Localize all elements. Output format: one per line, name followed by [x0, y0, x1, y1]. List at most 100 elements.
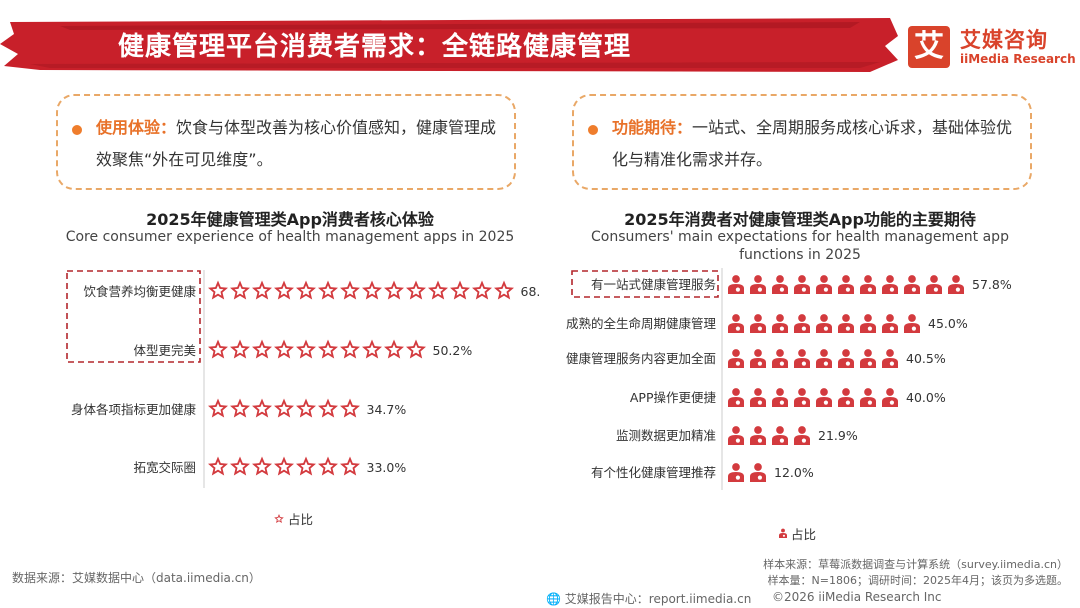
star-icon [340, 339, 360, 359]
star-icon [362, 280, 382, 300]
person-icon [816, 275, 832, 294]
person-icon [816, 314, 832, 333]
star-icon [274, 456, 294, 476]
star-icon [494, 280, 514, 300]
person-icon [728, 426, 744, 445]
person-icon [838, 314, 854, 333]
bar [728, 463, 766, 482]
person-icon [779, 528, 787, 538]
data-label: 68.9% [521, 284, 541, 299]
person-icon [794, 314, 810, 333]
data-label: 50.2% [433, 343, 473, 358]
callout-usage-experience: 使用体验：饮食与体型改善为核心价值感知，健康管理成效聚焦“外在可见维度”。 [56, 94, 516, 190]
brand-logo: 艾 艾媒咨询 iiMedia Research [908, 22, 1076, 72]
person-icon [838, 388, 854, 407]
logo-name-cn: 艾媒咨询 [960, 28, 1048, 52]
bar [208, 280, 514, 300]
star-icon [230, 398, 250, 418]
person-icon [816, 388, 832, 407]
category-label: 有一站式健康管理服务 [591, 277, 716, 292]
bar [728, 426, 810, 445]
person-icon [794, 275, 810, 294]
legend: 占比 [274, 512, 313, 527]
category-label: 健康管理服务内容更加全面 [566, 351, 716, 366]
callout-text: 功能期待：一站式、全周期服务成核心诉求，基础体验优化与精准化需求并存。 [612, 112, 1014, 176]
star-icon [296, 280, 316, 300]
person-icon [772, 275, 788, 294]
category-label: 监测数据更加精准 [616, 428, 716, 443]
highlight-box [571, 270, 719, 298]
star-icon [340, 280, 360, 300]
category-label: 成熟的全生命周期健康管理 [566, 316, 717, 331]
star-icon [318, 280, 338, 300]
star-icon [318, 339, 338, 359]
person-icon [948, 275, 964, 294]
bar [728, 314, 920, 333]
chart-left-title: 2025年健康管理类App消费者核心体验 [146, 210, 434, 229]
star-icon [384, 280, 404, 300]
person-icon [860, 314, 876, 333]
person-icon [882, 349, 898, 368]
person-icon [860, 349, 876, 368]
legend-label: 占比 [288, 512, 313, 527]
person-icon [728, 463, 744, 482]
person-icon [882, 388, 898, 407]
star-icon [472, 280, 492, 300]
star-icon [274, 398, 294, 418]
highlight-box [66, 270, 201, 363]
person-icon [772, 388, 788, 407]
bar [728, 349, 898, 368]
person-icon [904, 314, 920, 333]
callout-body: 一站式、全周期服务成核心诉求，基础体验优化与精准化需求并存。 [612, 118, 1013, 169]
data-label: 57.8% [972, 277, 1012, 292]
callout-key: 功能期待： [612, 118, 693, 137]
logo-mark: 艾 [908, 26, 950, 68]
bar [728, 388, 898, 407]
category-label: 体型更完美 [133, 343, 196, 358]
bar [728, 275, 964, 294]
star-icon [230, 456, 250, 476]
callout-text: 使用体验：饮食与体型改善为核心价值感知，健康管理成效聚焦“外在可见维度”。 [96, 112, 498, 176]
chart-right-subtitle: Consumers' main expectations for health … [591, 229, 1009, 263]
person-icon [750, 314, 766, 333]
copyright: ©2026 iiMedia Research Inc [772, 590, 942, 604]
report-center: 🌐 艾媒报告中心：report.iimedia.cn [546, 590, 751, 607]
report-center-text: 艾媒报告中心：report.iimedia.cn [564, 592, 752, 606]
star-icon [428, 280, 448, 300]
sample-source: 样本来源：草莓派数据调查与计算系统（survey.iimedia.cn） [763, 558, 1068, 571]
person-icon [794, 426, 810, 445]
person-icon [816, 349, 832, 368]
data-label: 12.0% [774, 465, 814, 480]
star-icon [230, 339, 250, 359]
data-label: 45.0% [928, 316, 968, 331]
category-label: 有个性化健康管理推荐 [591, 465, 716, 480]
person-icon [750, 275, 766, 294]
person-icon [904, 275, 920, 294]
data-label: 34.7% [367, 402, 407, 417]
bar [208, 456, 360, 476]
person-icon [750, 463, 766, 482]
star-icon [252, 339, 272, 359]
legend-label: 占比 [791, 527, 816, 542]
category-label: 身体各项指标更加健康 [71, 402, 197, 417]
person-icon [882, 314, 898, 333]
star-icon [274, 280, 294, 300]
person-icon [794, 349, 810, 368]
category-label: 饮食营养均衡更健康 [83, 284, 196, 299]
star-icon [406, 280, 426, 300]
star-icon [274, 514, 284, 524]
person-icon [750, 349, 766, 368]
person-icon [728, 275, 744, 294]
person-icon [772, 349, 788, 368]
star-icon [296, 398, 316, 418]
bar [208, 398, 360, 418]
star-icon [274, 339, 294, 359]
chart-right: 有一站式健康管理服务 57.8% 成熟的全生命周期健康管理 45.0% 健康管理服务内容… [566, 268, 1012, 542]
person-icon [838, 349, 854, 368]
star-icon [318, 398, 338, 418]
star-icon [296, 339, 316, 359]
logo-name-en: iiMedia Research [960, 52, 1076, 66]
person-icon [838, 275, 854, 294]
data-label: 33.0% [367, 460, 407, 475]
star-icon [450, 280, 470, 300]
